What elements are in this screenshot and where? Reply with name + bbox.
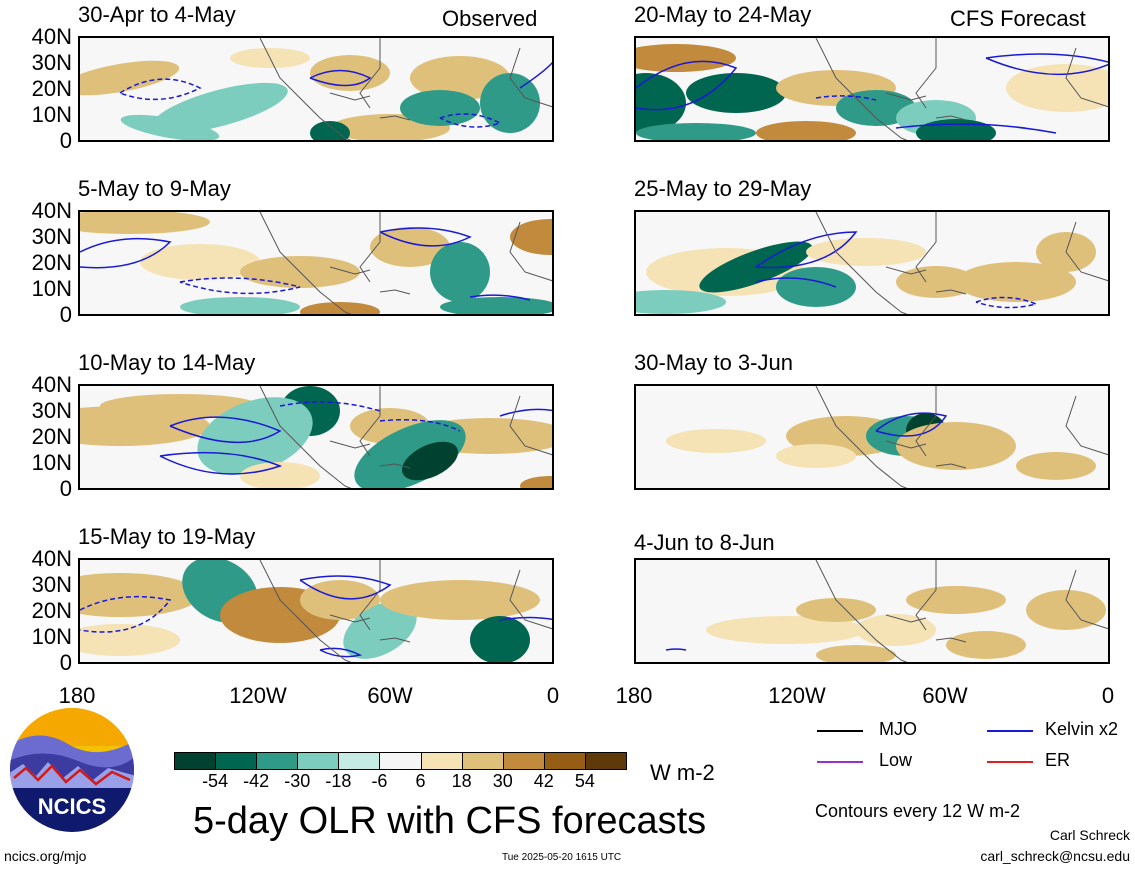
colorbar-label-5: 6 [415, 771, 426, 791]
y-tick-p1-2: 20N [31, 76, 72, 101]
colorbar-swatch-2 [256, 752, 299, 770]
x-tick-60w-left: 60W [367, 683, 413, 708]
y-tick-p4-0: 40N [31, 546, 72, 571]
colorbar-swatch-7 [461, 752, 504, 770]
y-tick-p3-4: 0 [59, 476, 72, 501]
olr-field-obs-1 [80, 38, 552, 140]
map-panel-fcst-1 [634, 36, 1110, 142]
panel-title-obs-1: 30-Apr to 4-May [78, 2, 236, 27]
y-tick-p1-0: 40N [31, 24, 72, 49]
footer-author: Carl Schreck [1049, 827, 1130, 843]
colorbar-swatch-8 [502, 752, 545, 770]
legend-low-label: Low [879, 750, 913, 770]
colorbar-label-7: 30 [492, 771, 513, 791]
olr-field-fcst-1 [636, 38, 1108, 140]
colorbar-label-3: -18 [325, 771, 352, 791]
map-panel-obs-4 [78, 558, 554, 664]
panel-title-obs-2: 5-May to 9-May [78, 176, 231, 201]
colorbar-swatch-0 [174, 752, 217, 770]
colorbar-swatch-1 [215, 752, 258, 770]
olr-field-obs-2 [80, 212, 552, 314]
legend-kelvin-label: Kelvin x2 [1045, 719, 1119, 739]
y-tick-p3-1: 30N [31, 398, 72, 423]
colorbar-swatch-10 [584, 752, 627, 770]
colorbar-label-1: -42 [243, 771, 270, 791]
legend-kelvin-line [987, 730, 1033, 732]
y-tick-p2-1: 30N [31, 224, 72, 249]
y-tick-p4-4: 0 [59, 650, 72, 675]
olr-field-obs-3 [80, 386, 552, 488]
colorbar-label-9: 54 [574, 771, 595, 791]
colorbar-label-0: -54 [202, 771, 229, 791]
map-panel-obs-2 [78, 210, 554, 316]
x-tick-60w-right: 60W [922, 683, 968, 708]
colorbar-swatch-4 [338, 752, 381, 770]
panel-title-fcst-2: 25-May to 29-May [634, 176, 812, 201]
x-tick-0-right: 0 [1101, 683, 1115, 708]
main-title: 5-day OLR with CFS forecasts [193, 800, 707, 842]
y-tick-p2-4: 0 [59, 302, 72, 327]
legend-er-label: ER [1045, 750, 1071, 770]
y-tick-p1-1: 30N [31, 50, 72, 75]
logo-text: NCICS [38, 794, 106, 819]
colorbar-swatch-5 [379, 752, 422, 770]
y-tick-p2-3: 10N [31, 276, 72, 301]
footer-url[interactable]: ncics.org/mjo [4, 848, 87, 864]
cfs-forecast-label: CFS Forecast [950, 6, 1086, 31]
panel-title-obs-4: 15-May to 19-May [78, 524, 256, 549]
olr-field-fcst-3 [636, 386, 1108, 488]
y-tick-p2-2: 20N [31, 250, 72, 275]
y-tick-p3-2: 20N [31, 424, 72, 449]
olr-field-fcst-2 [636, 212, 1108, 314]
y-tick-p3-0: 40N [31, 372, 72, 397]
colorbar-label-4: -6 [371, 771, 388, 791]
legend-mjo-label: MJO [879, 719, 917, 739]
panel-title-obs-3: 10-May to 14-May [78, 350, 256, 375]
y-tick-p4-1: 30N [31, 572, 72, 597]
x-tick-120w-right: 120W [768, 683, 826, 708]
legend-er-line [987, 761, 1033, 763]
observed-label: Observed [442, 6, 538, 31]
colorbar-label-6: 18 [451, 771, 472, 791]
x-tick-180-left: 180 [58, 683, 96, 708]
y-tick-p4-3: 10N [31, 624, 72, 649]
ncics-logo: NCICS [8, 706, 136, 834]
colorbar-swatch-3 [297, 752, 340, 770]
y-tick-p4-2: 20N [31, 598, 72, 623]
legend-low-line [817, 761, 863, 763]
footer-email[interactable]: carl_schreck@ncsu.edu [980, 848, 1130, 864]
panel-title-fcst-3: 30-May to 3-Jun [634, 350, 793, 375]
colorbar-swatch-9 [543, 752, 586, 770]
footer-timestamp: Tue 2025-05-20 1615 UTC [502, 852, 622, 863]
y-tick-p1-3: 10N [31, 102, 72, 127]
contour-note: Contours every 12 W m-2 [815, 801, 1021, 821]
map-panel-fcst-2 [634, 210, 1110, 316]
map-panel-obs-1 [78, 36, 554, 142]
y-tick-p1-4: 0 [59, 128, 72, 153]
legend-mjo-line [817, 730, 863, 732]
map-panel-fcst-3 [634, 384, 1110, 490]
y-tick-p3-3: 10N [31, 450, 72, 475]
olr-field-obs-4 [80, 560, 552, 662]
y-tick-p2-0: 40N [31, 198, 72, 223]
x-tick-180-right: 180 [615, 683, 653, 708]
olr-field-fcst-4 [636, 560, 1108, 662]
x-tick-120w-left: 120W [229, 683, 287, 708]
x-tick-0-left: 0 [546, 683, 560, 708]
colorbar-units: W m-2 [650, 760, 715, 785]
map-panel-obs-3 [78, 384, 554, 490]
panel-title-fcst-4: 4-Jun to 8-Jun [634, 530, 775, 555]
colorbar-label-2: -30 [284, 771, 311, 791]
panel-title-fcst-1: 20-May to 24-May [634, 2, 812, 27]
map-panel-fcst-4 [634, 558, 1110, 664]
colorbar-label-8: 42 [533, 771, 554, 791]
colorbar-swatch-6 [420, 752, 463, 770]
